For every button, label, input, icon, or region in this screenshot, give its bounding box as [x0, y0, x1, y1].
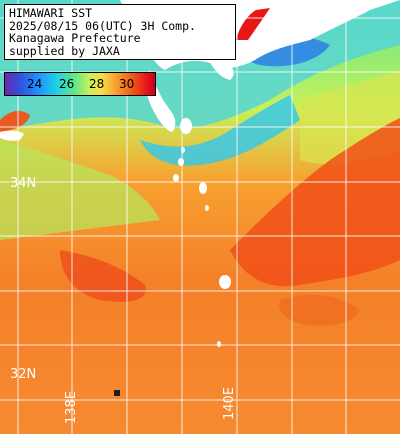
warm-patch-west [60, 250, 146, 302]
mikurajima-island [205, 205, 209, 211]
latitude-label-32n: 32N [10, 367, 37, 382]
longitude-label-138e: 138E [64, 390, 79, 424]
oshima-island [180, 118, 192, 134]
hot-shore-patch [236, 8, 270, 40]
warm-tongue [230, 118, 400, 287]
kozushima-island [173, 174, 179, 182]
miyakejima-island [199, 182, 207, 194]
scale-tick-24: 24 [27, 77, 43, 91]
green-transition-west [0, 140, 160, 240]
bay-cool-water [140, 95, 300, 166]
scale-tick-28: 28 [89, 77, 105, 91]
scale-tick-26: 26 [59, 77, 75, 91]
data-gap [114, 390, 120, 396]
latitude-label-34n: 34N [10, 176, 37, 191]
region-label: Kanagawa Prefecture [9, 31, 141, 45]
toshima-island [178, 158, 184, 166]
timestamp: 2025/08/15 06(UTC) 3H Comp. [9, 18, 196, 33]
data-credit: supplied by JAXA [9, 43, 120, 58]
map-info-box: HIMAWARI SST 2025/08/15 06(UTC) 3H Comp.… [4, 4, 236, 60]
longitude-label-140e: 140E [222, 386, 237, 420]
hachijojima-island [219, 275, 231, 289]
warm-patch-south [278, 294, 360, 326]
temperature-scale: 24 26 28 30 [4, 72, 156, 96]
aogashima-island [217, 341, 221, 347]
product-title: HIMAWARI SST [9, 6, 93, 20]
scale-tick-30: 30 [119, 77, 135, 91]
miura-peninsula [210, 60, 234, 80]
